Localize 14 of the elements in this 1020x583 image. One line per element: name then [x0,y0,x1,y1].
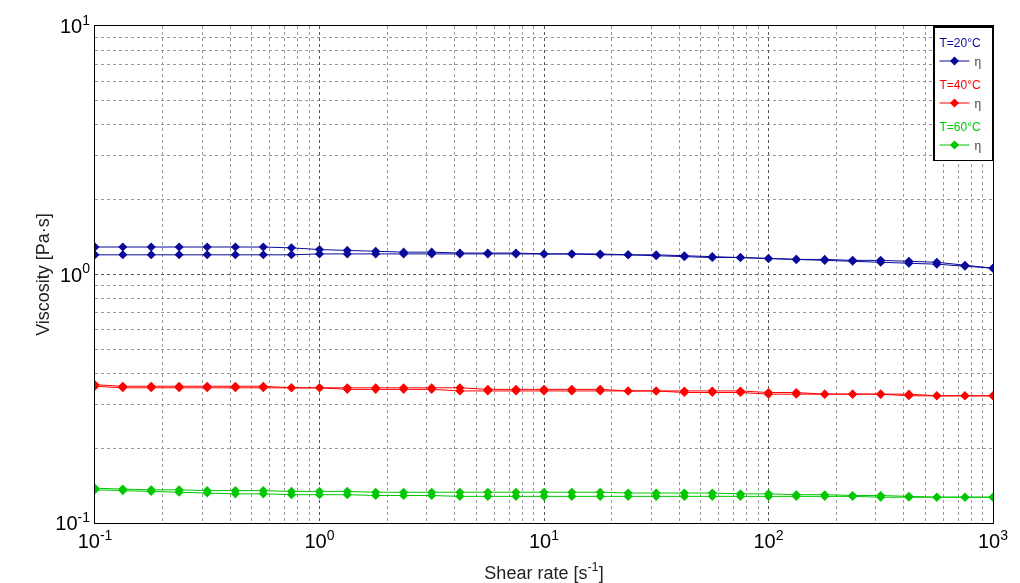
legend-label: η [974,96,982,111]
x-tick-label: 10$^{1}$ [528,526,560,552]
y-tick-label: 10$^{0}$ [59,260,91,286]
x-axis-title: Shear rate [s$^{-1}$] [484,560,604,583]
annotation: T=40°C [939,77,981,92]
annotation: T=60°C [939,119,981,134]
legend-label: η [974,138,982,153]
x-tick-label: 10$^{2}$ [753,526,784,552]
annotation: T=20°C [939,35,981,50]
y-axis-title: Viscosity [Pa·s] [33,213,53,336]
y-tick-label: 10$^{1}$ [59,11,91,37]
legend-label: η [974,54,982,69]
x-tick-label: 10$^{3}$ [977,526,1009,552]
x-tick-label: 10$^{0}$ [304,526,335,552]
